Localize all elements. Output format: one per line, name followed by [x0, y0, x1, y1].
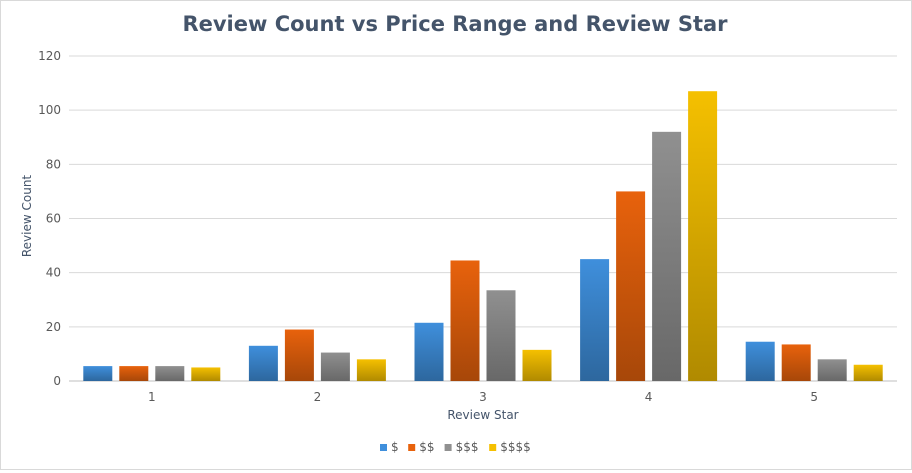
bar [616, 191, 646, 381]
y-tick-label: 40 [46, 266, 61, 280]
y-tick-label: 100 [38, 103, 61, 117]
y-tick-label: 0 [53, 374, 61, 388]
bar [745, 341, 775, 381]
bar [486, 290, 516, 381]
x-tick-label: 3 [479, 390, 487, 404]
x-axis-label: Review Star [447, 408, 518, 422]
bar [284, 329, 314, 381]
legend-label: $$ [419, 440, 434, 454]
gridlines [69, 55, 897, 382]
y-axis-label: Review Count [20, 175, 34, 258]
legend-label: $ [391, 440, 399, 454]
x-tick-label: 5 [810, 390, 818, 404]
legend-label: $$$ [456, 440, 479, 454]
x-tick-labels: 1 2 3 4 5 [148, 390, 818, 404]
legend-swatch [380, 444, 387, 451]
bar [580, 259, 610, 381]
bar [191, 367, 221, 381]
bar [688, 91, 718, 381]
legend-swatch [489, 444, 497, 451]
y-tick-label: 60 [46, 212, 61, 226]
x-tick-label: 4 [645, 390, 653, 404]
y-tick-labels: 0 20 40 60 80 100 120 [38, 49, 61, 388]
legend-swatch [444, 444, 452, 451]
chart-title: Review Count vs Price Range and Review S… [182, 12, 728, 36]
bar [248, 345, 278, 381]
bar [781, 344, 811, 381]
legend-swatch [408, 444, 416, 451]
bar [817, 359, 847, 381]
y-tick-label: 80 [46, 157, 61, 171]
bar [450, 260, 480, 381]
bars [83, 91, 883, 381]
y-tick-label: 120 [38, 49, 61, 63]
bar [522, 349, 552, 381]
legend-label: $$$$ [500, 440, 531, 454]
bar [320, 352, 350, 381]
bar [356, 359, 386, 381]
y-tick-label: 20 [46, 320, 61, 334]
bar [119, 366, 149, 381]
bar [652, 131, 682, 381]
bar [155, 366, 185, 381]
legend: $ $$ $$$ $$$$ [380, 440, 531, 454]
bar [83, 366, 113, 381]
x-tick-label: 2 [314, 390, 322, 404]
bar [853, 364, 883, 381]
bar [414, 322, 444, 381]
x-tick-label: 1 [148, 390, 156, 404]
